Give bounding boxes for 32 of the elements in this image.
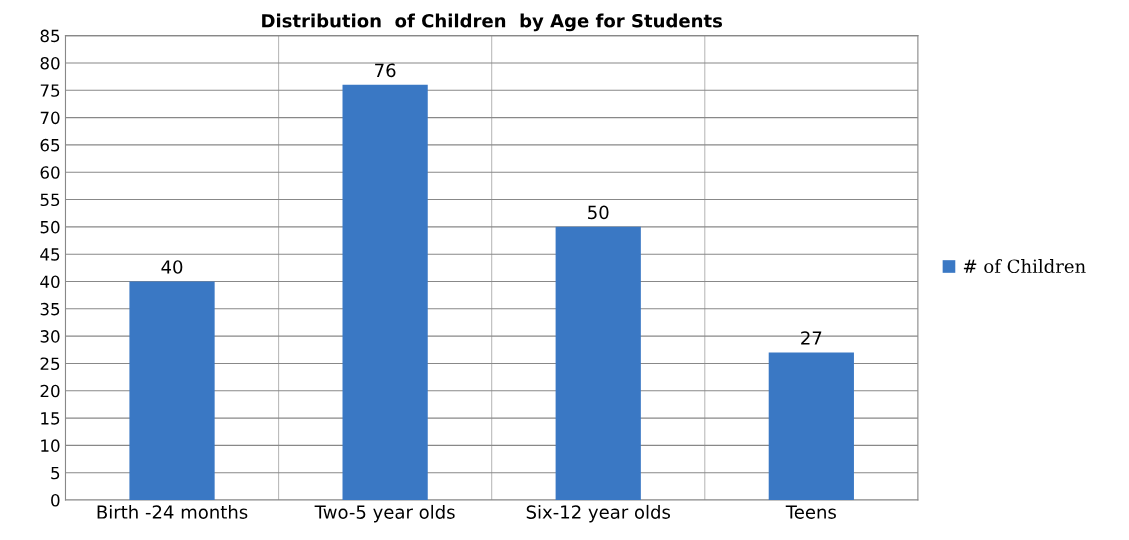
data-label: 50 [588, 205, 609, 220]
y-tick-label: 55 [40, 193, 60, 207]
data-label: 27 [801, 331, 822, 345]
y-tick-label: 15 [41, 412, 60, 425]
y-tick-label: 35 [40, 302, 60, 316]
y-tick-label: 75 [40, 84, 60, 97]
y-tick-label: 45 [40, 248, 60, 261]
x-tick-label: Six-12 year olds [526, 504, 671, 523]
data-label: 40 [161, 260, 183, 274]
bar [129, 281, 215, 501]
y-tick-label: 85 [40, 29, 60, 43]
data-label: 76 [375, 63, 396, 78]
bar [342, 84, 428, 501]
y-tick-label: 65 [40, 138, 60, 152]
x-tick-label: Two-5 year olds [314, 504, 455, 523]
y-tick-label: 40 [40, 275, 60, 289]
y-tick-label: 70 [40, 111, 60, 125]
y-tick-label: 10 [41, 439, 60, 452]
legend-label: # of Children [963, 259, 1086, 274]
y-tick-label: 80 [40, 56, 60, 70]
y-tick-label: 5 [51, 466, 60, 480]
y-tick-label: 30 [40, 330, 60, 343]
y-tick-label: 25 [40, 357, 60, 371]
y-tick-label: 50 [40, 220, 60, 234]
bar [768, 352, 854, 501]
x-tick-label: Teens [785, 505, 836, 519]
y-tick-label: 20 [40, 384, 60, 398]
chart-title: Distribution of Children by Age for Students [262, 13, 723, 32]
y-tick-label: 60 [40, 166, 60, 179]
bar [555, 226, 641, 501]
x-tick-label: Birth -24 months [97, 504, 248, 519]
y-tick-label: 0 [51, 494, 60, 507]
